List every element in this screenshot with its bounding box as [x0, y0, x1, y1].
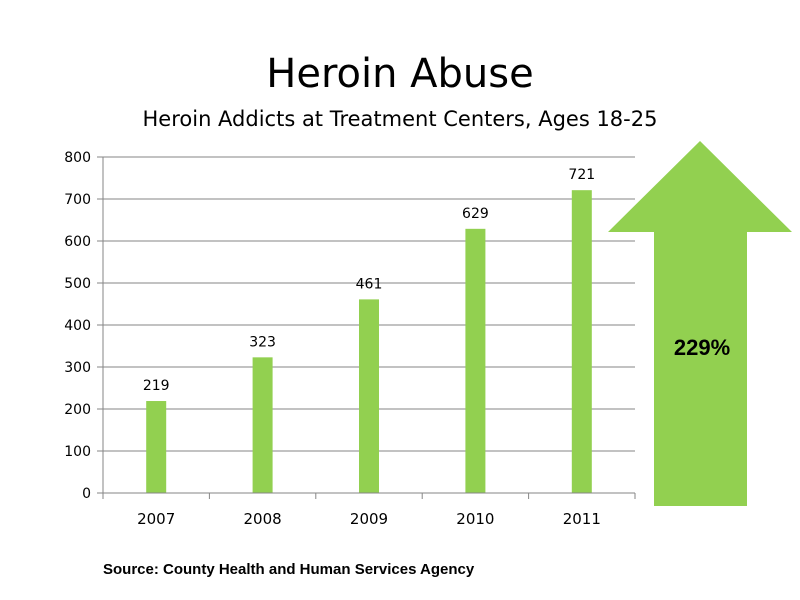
up-arrow-icon: [608, 141, 792, 506]
y-tick-label: 400: [64, 318, 91, 334]
x-tick-label: 2010: [456, 510, 494, 528]
bar-series: [146, 190, 592, 493]
bar: [252, 357, 273, 493]
bar: [146, 401, 167, 493]
y-tick-label: 0: [82, 486, 91, 502]
y-tick-label: 700: [64, 192, 91, 208]
data-label: 721: [568, 167, 595, 183]
slide-title: Heroin Abuse: [266, 51, 534, 97]
chart-subtitle: Heroin Addicts at Treatment Centers, Age…: [142, 107, 658, 131]
x-tick-label: 2007: [137, 510, 175, 528]
source-note: Source: County Health and Human Services…: [103, 561, 475, 578]
x-tick-label: 2008: [244, 510, 282, 528]
y-tick-label: 600: [64, 234, 91, 250]
y-tick-label: 100: [64, 444, 91, 460]
bar: [359, 299, 379, 493]
data-label: 219: [143, 378, 170, 394]
bar: [465, 228, 486, 493]
x-tick-label: 2011: [563, 510, 601, 528]
axes: 0 100 200 300 400 500 600 700 800 2007 2008 2009 201…: [64, 150, 636, 528]
y-tick-label: 300: [64, 360, 91, 376]
data-labels: 219 323 461 629 721: [143, 167, 595, 394]
bar: [571, 190, 592, 493]
y-tick-label: 800: [64, 150, 91, 166]
data-label: 461: [356, 276, 383, 292]
y-tick-label: 500: [64, 276, 91, 292]
x-tick-label: 2009: [350, 510, 388, 528]
growth-percentage-label: 229%: [673, 335, 731, 360]
data-label: 629: [462, 206, 489, 222]
y-tick-label: 200: [64, 402, 91, 418]
data-label: 323: [249, 334, 276, 350]
